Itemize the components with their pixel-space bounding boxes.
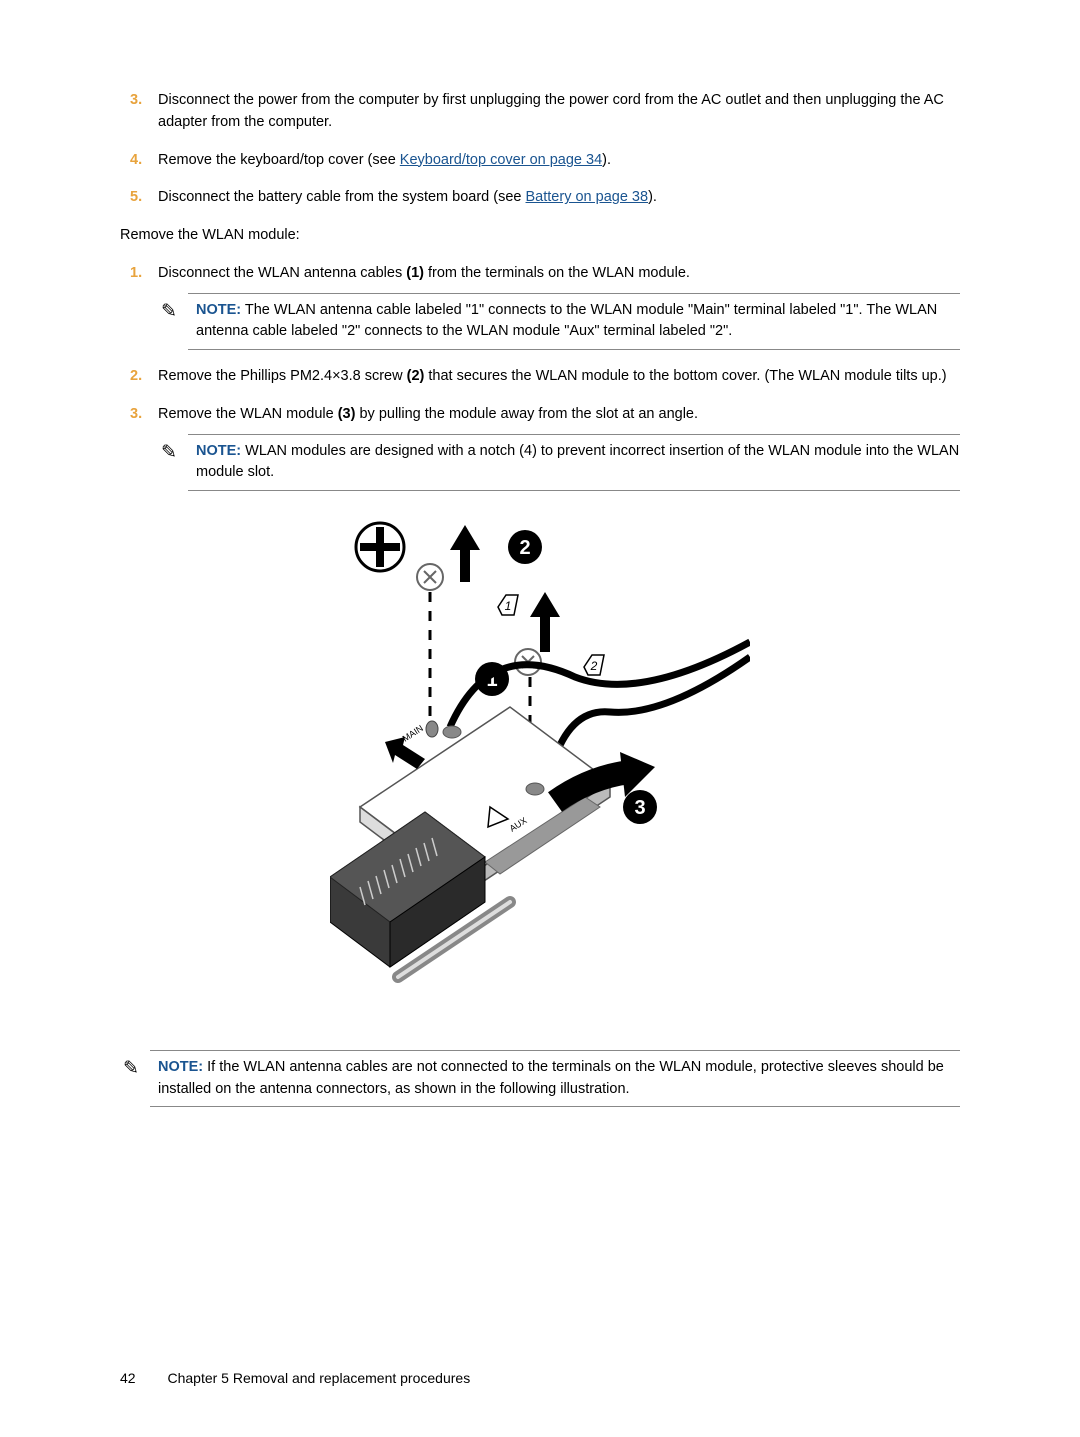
callout-2-badge: 2 xyxy=(508,530,542,564)
note-icon xyxy=(120,1055,142,1077)
step-a-3: 3. Disconnect the power from the compute… xyxy=(120,90,960,134)
step-text-pre: Disconnect the battery cable from the sy… xyxy=(158,189,526,205)
page-footer: 42 Chapter 5 Removal and replacement pro… xyxy=(120,1368,470,1389)
link-keyboard-cover[interactable]: Keyboard/top cover on page 34 xyxy=(400,152,602,168)
step-number: 3. xyxy=(130,90,142,112)
note-text: WLAN modules are designed with a notch (… xyxy=(196,443,959,481)
note-label: NOTE: xyxy=(158,1059,203,1075)
link-battery[interactable]: Battery on page 38 xyxy=(526,189,649,205)
step-text-post: that secures the WLAN module to the bott… xyxy=(424,368,946,384)
step-text-post: ). xyxy=(648,189,657,205)
step-a-5: 5. Disconnect the battery cable from the… xyxy=(120,187,960,209)
note-block-3: NOTE: If the WLAN antenna cables are not… xyxy=(150,1050,960,1108)
step-b-3: 3. Remove the WLAN module (3) by pulling… xyxy=(120,404,960,491)
chapter-title: Chapter 5 Removal and replacement proced… xyxy=(167,1370,470,1386)
note-icon xyxy=(158,439,180,461)
step-text-pre: Remove the WLAN module xyxy=(158,406,338,422)
note-icon xyxy=(158,298,180,320)
step-text-post: by pulling the module away from the slot… xyxy=(355,406,698,422)
step-b-1: 1. Disconnect the WLAN antenna cables (1… xyxy=(120,263,960,350)
step-number: 2. xyxy=(130,366,142,388)
step-number: 4. xyxy=(130,150,142,172)
step-text-post: ). xyxy=(602,152,611,168)
step-b-2: 2. Remove the Phillips PM2.4×3.8 screw (… xyxy=(120,366,960,388)
tag-2: 2 xyxy=(584,655,604,675)
screw-detail-1 xyxy=(417,564,443,737)
svg-text:MAIN: MAIN xyxy=(401,723,425,744)
arrow-up-icon xyxy=(450,525,480,582)
step-number: 5. xyxy=(130,187,142,209)
note-text: If the WLAN antenna cables are not conne… xyxy=(158,1059,944,1097)
step-callout: (2) xyxy=(407,368,425,384)
note-text: The WLAN antenna cable labeled "1" conne… xyxy=(196,302,937,340)
step-number: 3. xyxy=(130,404,142,426)
step-callout: (1) xyxy=(406,265,424,281)
screw-head-icon xyxy=(356,523,404,571)
note-label: NOTE: xyxy=(196,302,241,318)
svg-text:1: 1 xyxy=(505,599,512,613)
svg-text:3: 3 xyxy=(634,797,645,819)
note-label: NOTE: xyxy=(196,443,241,459)
step-callout: (3) xyxy=(338,406,356,422)
wlan-diagram: 2 1 xyxy=(120,507,960,1025)
step-text-pre: Remove the Phillips PM2.4×3.8 screw xyxy=(158,368,407,384)
step-text: Disconnect the power from the computer b… xyxy=(158,92,944,130)
svg-text:2: 2 xyxy=(590,659,598,673)
step-text-pre: Remove the keyboard/top cover (see xyxy=(158,152,400,168)
step-text-pre: Disconnect the WLAN antenna cables xyxy=(158,265,406,281)
page-number: 42 xyxy=(120,1370,136,1386)
arrow-up-icon xyxy=(530,592,560,652)
step-number: 1. xyxy=(130,263,142,285)
svg-text:2: 2 xyxy=(519,537,530,559)
tag-1: 1 xyxy=(498,595,518,615)
step-a-4: 4. Remove the keyboard/top cover (see Ke… xyxy=(120,150,960,172)
intermission-text: Remove the WLAN module: xyxy=(120,225,960,247)
step-text-post: from the terminals on the WLAN module. xyxy=(424,265,690,281)
note-block-2: NOTE: WLAN modules are designed with a n… xyxy=(188,434,960,492)
note-block-1: NOTE: The WLAN antenna cable labeled "1"… xyxy=(188,293,960,351)
